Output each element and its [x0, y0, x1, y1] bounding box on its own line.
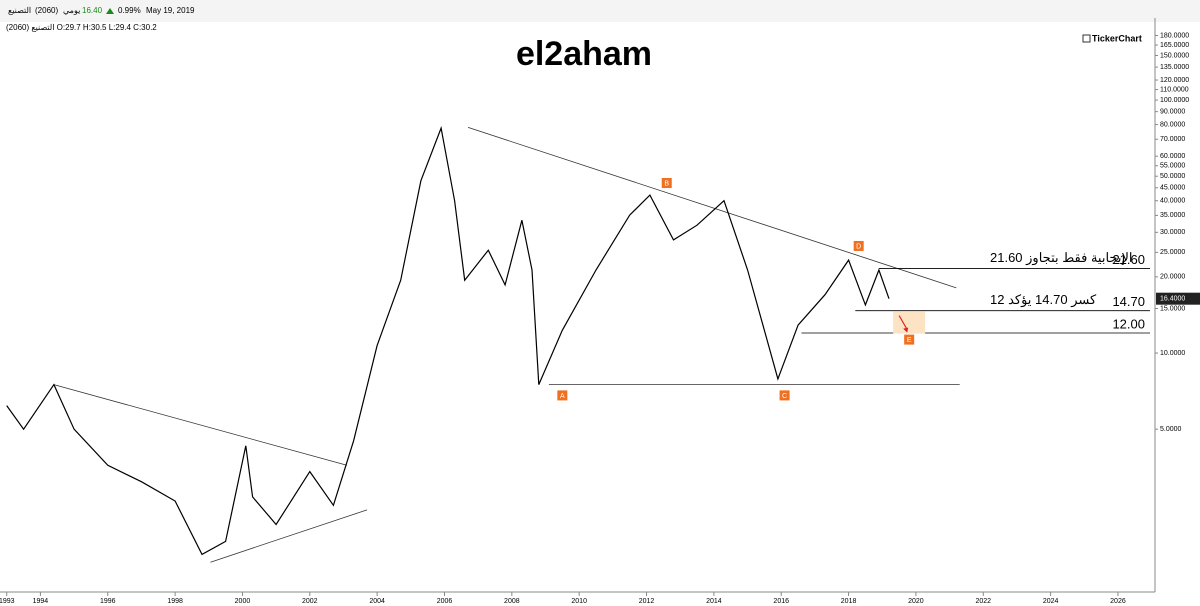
x-tick-label: 2004 [369, 598, 385, 605]
y-tick-label: 40.0000 [1160, 198, 1185, 205]
y-tick-label: 10.0000 [1160, 350, 1185, 357]
trendline [210, 509, 368, 563]
x-tick-label: 2022 [975, 598, 991, 605]
logo-icon [1082, 34, 1091, 43]
y-tick-label: 165.0000 [1160, 42, 1189, 49]
point-label: E [907, 337, 912, 344]
y-tick-label: 120.0000 [1160, 77, 1189, 84]
level-label: 14.70 [1112, 294, 1145, 309]
y-tick-label: 110.0000 [1160, 86, 1189, 93]
y-tick-label: 50.0000 [1160, 173, 1185, 180]
level-note: كسر 14.70 يؤكد 12 [990, 292, 1097, 308]
y-tick-label: 70.0000 [1160, 136, 1185, 143]
y-tick-label: 60.0000 [1160, 153, 1185, 160]
y-tick-label: 90.0000 [1160, 108, 1185, 115]
x-tick-label: 2002 [302, 598, 318, 605]
y-tick-label: 150.0000 [1160, 52, 1189, 59]
y-tick-label: 55.0000 [1160, 163, 1185, 170]
y-tick-label: 180.0000 [1160, 32, 1189, 39]
y-tick-label: 5.0000 [1160, 426, 1182, 433]
trendline [467, 126, 957, 289]
x-tick-label: 2012 [639, 598, 655, 605]
x-tick-label: 2008 [504, 598, 520, 605]
logo: TickerChart [1092, 33, 1142, 43]
y-tick-label: 100.0000 [1160, 97, 1189, 104]
y-tick-label: 20.0000 [1160, 274, 1185, 281]
point-marker [779, 390, 790, 401]
x-tick-label: 2014 [706, 598, 722, 605]
point-label: A [560, 393, 565, 400]
point-marker [904, 334, 915, 345]
x-tick-label: 2024 [1043, 598, 1059, 605]
x-tick-label: 2018 [841, 598, 857, 605]
up-arrow [106, 8, 114, 14]
point-label: D [856, 243, 861, 250]
x-tick-label: 2026 [1110, 598, 1126, 605]
level-label: 12.00 [1112, 316, 1145, 331]
y-tick-label: 25.0000 [1160, 249, 1185, 256]
symbol-code: (2060) [35, 6, 58, 15]
toolbar [0, 0, 1200, 22]
point-marker [661, 178, 672, 189]
arrow [898, 315, 908, 330]
change: 0.99% [118, 6, 141, 15]
x-tick-label: 2006 [437, 598, 453, 605]
x-tick-label: 2016 [773, 598, 789, 605]
chart-title: el2aham [516, 35, 652, 73]
y-tick-label: 35.0000 [1160, 212, 1185, 219]
y-tick-label: 45.0000 [1160, 185, 1185, 192]
arrow-head [903, 327, 909, 333]
level-note: الإيجابية فقط بتجاوز 21.60 [990, 250, 1132, 266]
period: يومي [63, 6, 80, 15]
x-tick-label: 2010 [571, 598, 587, 605]
last-price-label: 16.4000 [1160, 296, 1185, 303]
x-tick-label: 1993 [0, 598, 15, 605]
price: 16.40 [82, 6, 103, 15]
y-tick-label: 30.0000 [1160, 229, 1185, 236]
point-label: B [664, 180, 669, 187]
y-tick-label: 80.0000 [1160, 121, 1185, 128]
x-tick-label: 1994 [33, 598, 49, 605]
point-marker [557, 390, 568, 401]
x-tick-label: 2020 [908, 598, 924, 605]
x-tick-label: 2000 [235, 598, 251, 605]
date: May 19, 2019 [146, 6, 195, 15]
level-label: 21.60 [1112, 252, 1145, 267]
trendline [53, 384, 347, 466]
price-line [6, 125, 890, 556]
x-tick-label: 1996 [100, 598, 116, 605]
ohlc: التصنيع (2060) O:29.7 H:30.5 L:29.4 C:30… [6, 23, 157, 32]
symbol-name: التصنيع [8, 6, 31, 15]
last-price-tag [1156, 292, 1200, 305]
x-tick-label: 1998 [167, 598, 183, 605]
target-zone [893, 311, 926, 334]
point-marker [853, 240, 864, 251]
y-tick-label: 135.0000 [1160, 64, 1189, 71]
point-label: C [782, 393, 787, 400]
y-tick-label: 15.0000 [1160, 305, 1185, 312]
